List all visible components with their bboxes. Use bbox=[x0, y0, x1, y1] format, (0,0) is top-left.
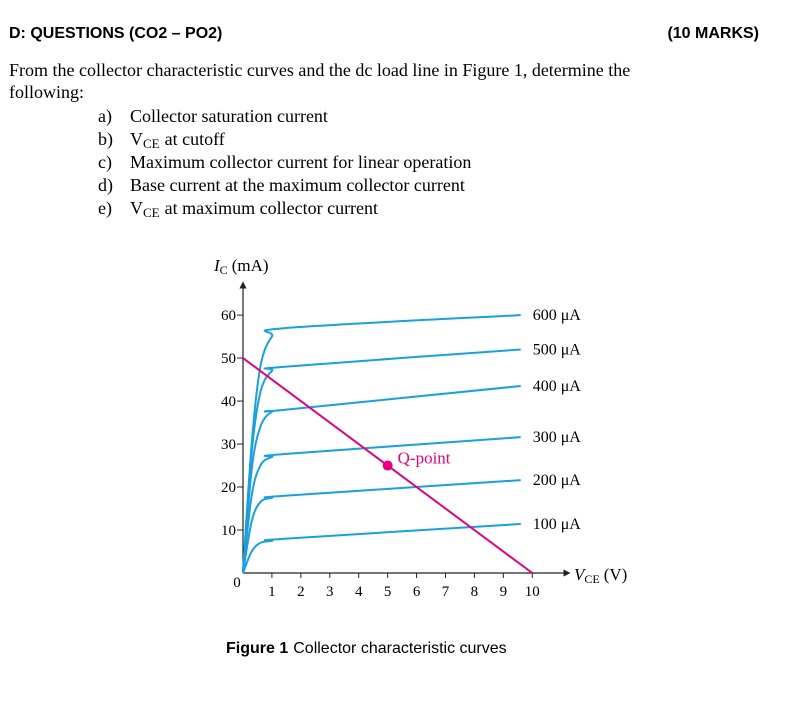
x-tick-label: 2 bbox=[297, 584, 305, 600]
x-label-unit: (V) bbox=[604, 565, 628, 584]
subscript: CE bbox=[143, 136, 160, 151]
item-label: e) bbox=[98, 198, 112, 219]
item-label: a) bbox=[98, 106, 112, 127]
y-tick-label: 10 bbox=[221, 523, 236, 539]
section-title: D: QUESTIONS (CO2 – PO2) bbox=[9, 25, 222, 42]
x-tick-label: 6 bbox=[413, 584, 421, 600]
curve-label: 400 μA bbox=[533, 378, 582, 395]
x-tick-label: 7 bbox=[442, 584, 450, 600]
x-tick-label: 5 bbox=[384, 584, 392, 600]
chart: 10 20 30 40 50 60 0 1 2 3 4 5 6 7 8 9 10 I C (mA) V CE (V) 600 … bbox=[213, 256, 627, 600]
q-point-label: Q-point bbox=[398, 449, 451, 468]
curve bbox=[242, 436, 521, 574]
curve bbox=[242, 348, 521, 574]
y-tick-label: 40 bbox=[221, 394, 236, 410]
curve-label: 600 μA bbox=[533, 307, 582, 324]
caption-text: Collector characteristic curves bbox=[293, 640, 506, 657]
caption-label: Figure 1 bbox=[226, 640, 288, 657]
item-text: Collector saturation current bbox=[130, 106, 328, 126]
item-label: c) bbox=[98, 152, 112, 173]
item-text: Base current at the maximum collector cu… bbox=[130, 175, 465, 195]
x-tick-label: 10 bbox=[525, 584, 540, 600]
symbol: V bbox=[130, 198, 143, 218]
q-point bbox=[382, 460, 393, 471]
y-label-symbol: I bbox=[213, 256, 221, 275]
x-tick-label: 3 bbox=[326, 584, 334, 600]
x-tick-label: 4 bbox=[355, 584, 363, 600]
x-tick-label: 9 bbox=[500, 584, 508, 600]
item-text: at maximum collector current bbox=[165, 198, 378, 218]
curve bbox=[242, 385, 521, 574]
curve-label: 300 μA bbox=[533, 429, 582, 446]
x-label-symbol: V bbox=[574, 565, 587, 584]
y-tick-label: 50 bbox=[221, 351, 236, 367]
marks: (10 MARKS) bbox=[667, 25, 759, 42]
curve-label: 100 μA bbox=[533, 516, 582, 533]
intro-line: following: bbox=[9, 82, 84, 102]
item-text: Maximum collector current for linear ope… bbox=[130, 152, 471, 172]
item-label: b) bbox=[98, 129, 113, 150]
x-tick-label: 1 bbox=[268, 584, 276, 600]
intro-line: From the collector characteristic curves… bbox=[9, 60, 630, 80]
x-tick-label: 8 bbox=[471, 584, 479, 600]
y-label-subscript: C bbox=[220, 263, 228, 277]
y-tick-label: 60 bbox=[221, 308, 236, 324]
curve-label: 500 μA bbox=[533, 341, 582, 358]
y-tick-label: 20 bbox=[221, 480, 236, 496]
symbol: V bbox=[130, 129, 143, 149]
x-label-subscript: CE bbox=[584, 572, 599, 586]
curve bbox=[242, 479, 521, 574]
curve-label: 200 μA bbox=[533, 472, 582, 489]
curve bbox=[242, 522, 521, 574]
origin-label: 0 bbox=[233, 575, 241, 591]
y-tick-label: 30 bbox=[221, 437, 236, 453]
item-label: d) bbox=[98, 175, 113, 196]
subscript: CE bbox=[143, 205, 160, 220]
y-label-unit: (mA) bbox=[232, 256, 269, 275]
item-text: at cutoff bbox=[165, 129, 225, 149]
